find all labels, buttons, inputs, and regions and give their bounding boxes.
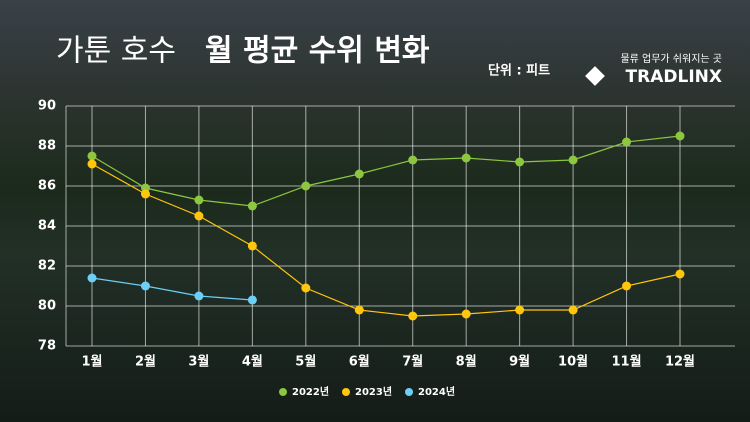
series-line: [91, 135, 681, 207]
x-tick-label: 9월: [509, 354, 530, 370]
x-tick-label: 8월: [456, 354, 477, 370]
data-point: [194, 211, 204, 221]
data-point: [622, 281, 632, 291]
x-tick-label: 6월: [349, 354, 370, 370]
brand-name: TRADLINX: [626, 67, 722, 87]
data-point: [301, 283, 311, 293]
x-tick-label: 1월: [81, 354, 102, 370]
data-point: [408, 311, 418, 321]
data-point: [515, 157, 525, 167]
y-tick-label: 84: [38, 219, 56, 234]
legend-swatch: [342, 388, 350, 396]
data-point: [87, 273, 97, 283]
x-tick-label: 7월: [402, 354, 423, 370]
y-tick-label: 82: [38, 259, 56, 274]
x-tick-label: 12월: [665, 354, 695, 370]
x-tick-label: 3월: [188, 354, 209, 370]
data-point: [194, 291, 204, 301]
data-point: [622, 137, 632, 147]
data-point: [568, 305, 578, 315]
data-point: [247, 295, 257, 305]
data-point: [461, 309, 471, 319]
legend-label: 2022년: [292, 385, 329, 398]
series-line: [91, 163, 681, 317]
legend-swatch: [405, 388, 413, 396]
data-point: [140, 189, 150, 199]
y-tick-label: 80: [38, 299, 56, 314]
data-point: [301, 181, 311, 191]
legend-swatch: [279, 388, 287, 396]
y-tick-label: 86: [38, 179, 56, 194]
legend-label: 2024년: [418, 385, 455, 398]
x-tick-label: 4월: [242, 354, 263, 370]
y-tick-label: 88: [38, 139, 56, 154]
data-point: [461, 153, 471, 163]
x-tick-label: 11월: [612, 354, 642, 370]
unit-label: 단위 : 피트: [488, 63, 550, 79]
x-tick-label: 2월: [135, 354, 156, 370]
data-point: [354, 305, 364, 315]
x-tick-label: 10월: [558, 354, 588, 370]
title-bold: 월 평균 수위 변화: [205, 34, 430, 69]
data-point: [408, 155, 418, 165]
data-point: [568, 155, 578, 165]
x-tick-label: 5월: [295, 354, 316, 370]
data-point: [140, 281, 150, 291]
data-point: [515, 305, 525, 315]
data-point: [675, 269, 685, 279]
title-light: 가툰 호수: [56, 34, 176, 69]
data-point: [87, 151, 97, 161]
brand-tagline: 물류 업무가 쉬워지는 곳: [620, 52, 722, 65]
data-point: [194, 195, 204, 205]
y-tick-label: 90: [38, 99, 56, 114]
data-point: [87, 159, 97, 169]
data-point: [247, 201, 257, 211]
series-line: [91, 277, 253, 301]
data-point: [247, 241, 257, 251]
y-tick-label: 78: [38, 339, 56, 354]
legend-label: 2023년: [355, 385, 392, 398]
data-point: [675, 131, 685, 141]
data-point: [354, 169, 364, 179]
